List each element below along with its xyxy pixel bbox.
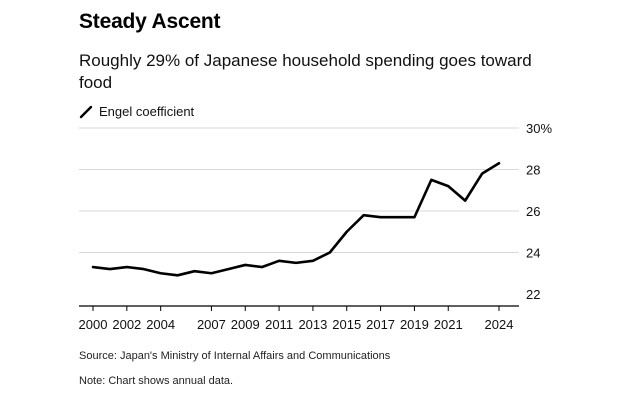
y-tick-label: 24 xyxy=(526,246,540,261)
y-axis-labels: 22 24 26 28 30% xyxy=(526,121,552,302)
x-tick-label: 2000 xyxy=(79,317,108,332)
x-tick-label: 2007 xyxy=(197,317,226,332)
source-note: Source: Japan's Ministry of Internal Aff… xyxy=(79,350,391,362)
legend-line-swatch-icon xyxy=(79,105,93,118)
x-tick-label: 2002 xyxy=(112,317,141,332)
gridlines xyxy=(79,127,519,253)
x-tick-label: 2019 xyxy=(400,317,429,332)
x-tick-label: 2004 xyxy=(146,317,175,332)
series-line-engel-coefficient xyxy=(91,161,501,277)
chart-note: Note: Chart shows annual data. xyxy=(79,375,234,387)
chart-subtitle: Roughly 29% of Japanese household spendi… xyxy=(79,51,532,92)
legend: Engel coefficient xyxy=(79,104,194,119)
y-tick-label: 28 xyxy=(526,163,540,178)
x-tick-label: 2009 xyxy=(231,317,260,332)
x-tick-label: 2021 xyxy=(434,317,463,332)
x-tick-label: 2015 xyxy=(332,317,361,332)
chart-title: Steady Ascent xyxy=(79,10,221,33)
x-tick-label: 2013 xyxy=(298,317,327,332)
y-tick-label: 30% xyxy=(526,121,552,136)
y-tick-label: 22 xyxy=(526,287,540,302)
x-axis-labels: 2000 2002 2004 2007 2009 2011 2013 2015 2017 2019… xyxy=(79,306,514,332)
x-tick-label: 2011 xyxy=(265,317,293,332)
series-layer xyxy=(91,161,501,277)
legend-label: Engel coefficient xyxy=(99,104,195,119)
x-tick-label: 2017 xyxy=(366,317,395,332)
x-tick-label: 2024 xyxy=(485,317,514,332)
y-tick-label: 26 xyxy=(526,204,540,219)
